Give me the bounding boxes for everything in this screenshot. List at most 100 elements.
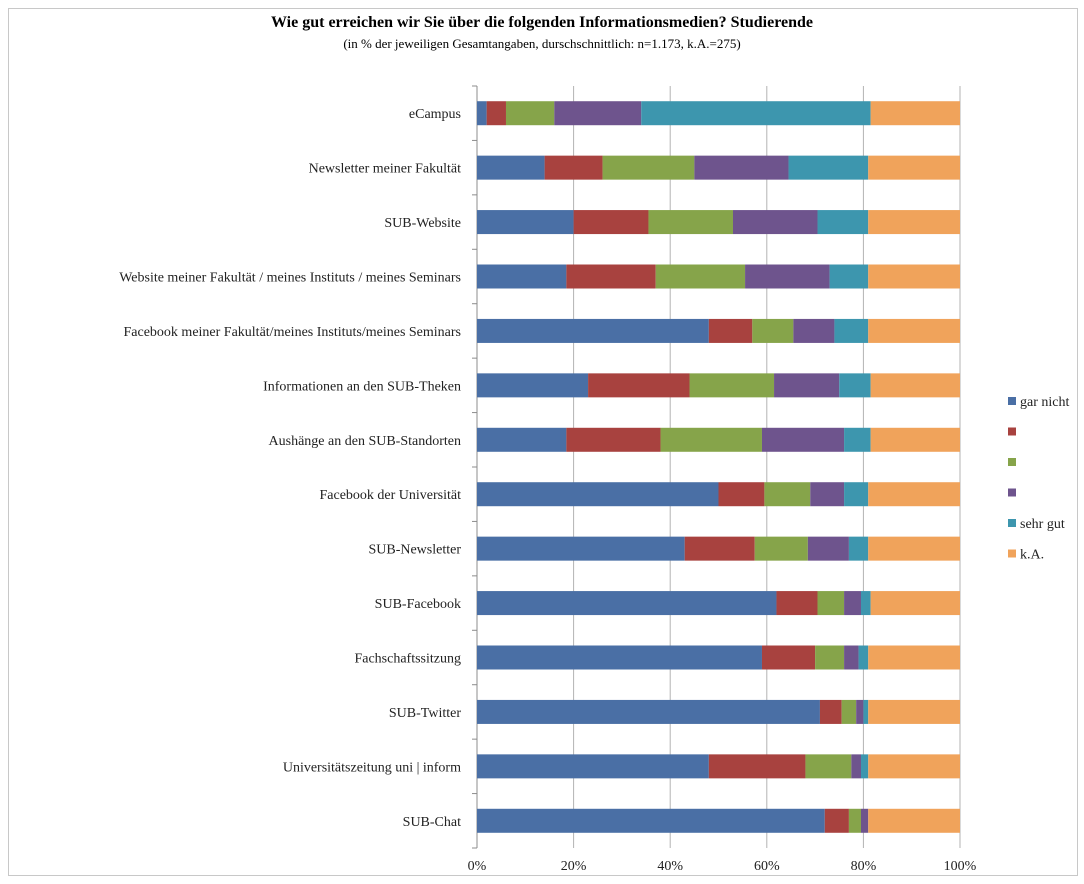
category-label: Universitätszeitung uni | inform xyxy=(283,760,461,775)
category-labels: eCampus Newsletter meiner Fakultät SUB-Web… xyxy=(119,107,461,830)
bar-segment xyxy=(839,373,871,398)
bar-segment xyxy=(566,427,661,452)
bar-segment xyxy=(655,264,746,289)
legend-label: sehr gut xyxy=(1020,517,1065,532)
bar-segment xyxy=(477,754,709,779)
bar-segment xyxy=(566,264,656,289)
bar-segment xyxy=(764,482,811,507)
bar-segment xyxy=(544,155,603,180)
bar-segment xyxy=(477,373,589,398)
x-tick-labels: 0% 20% 40% 60% 80% 100% xyxy=(468,859,977,874)
bar-segment xyxy=(648,210,733,235)
bar-segment xyxy=(815,645,845,670)
bar-segment xyxy=(477,699,820,724)
bar-segment xyxy=(477,318,709,343)
bar-segment xyxy=(641,101,871,126)
bar-segment xyxy=(868,808,960,833)
bar-segment xyxy=(477,808,825,833)
bar-segment xyxy=(602,155,695,180)
bar-segment xyxy=(807,536,849,561)
chart-subtitle: (in % der jeweiligen Gesamtangaben, durs… xyxy=(343,36,741,51)
bar-segment xyxy=(858,645,869,670)
bar-segment xyxy=(844,427,871,452)
category-label: Aushänge an den SUB-Standorten xyxy=(269,434,461,449)
bar-segment xyxy=(689,373,775,398)
bar-segment xyxy=(477,536,685,561)
category-label: Website meiner Fakultät / meines Institu… xyxy=(119,271,461,286)
bar-segment xyxy=(776,591,818,616)
bar-segment xyxy=(505,101,555,126)
bar-segment xyxy=(834,318,869,343)
legend-swatch xyxy=(1008,397,1016,405)
bar-segment xyxy=(554,101,642,126)
bar-segment xyxy=(868,536,960,561)
bar-segment xyxy=(761,427,845,452)
bar-segment xyxy=(848,808,861,833)
bar-segment xyxy=(718,482,765,507)
bar-segment xyxy=(829,264,869,289)
category-label: SUB-Chat xyxy=(403,815,461,830)
x-tick-label: 80% xyxy=(851,859,877,874)
bar-segment xyxy=(588,373,690,398)
bar-segment xyxy=(868,264,960,289)
legend-label: k.A. xyxy=(1020,548,1044,563)
bar-segment xyxy=(868,645,960,670)
bar-segment xyxy=(477,591,777,616)
bar-segment xyxy=(754,536,808,561)
bar-segment xyxy=(841,699,857,724)
bar-segment xyxy=(752,318,794,343)
bar-segment xyxy=(844,482,869,507)
bar-segment xyxy=(788,155,869,180)
category-label: SUB-Twitter xyxy=(389,706,461,721)
bar-segment xyxy=(817,210,869,235)
bar-segment xyxy=(851,754,861,779)
category-label: Fachschaftssitzung xyxy=(354,652,461,667)
legend-label: gar nicht xyxy=(1020,395,1069,410)
chart-bars xyxy=(477,101,960,833)
bar-segment xyxy=(819,699,842,724)
bar-segment xyxy=(810,482,845,507)
bar-segment xyxy=(817,591,845,616)
bar-segment xyxy=(477,155,545,180)
category-label: Facebook der Universität xyxy=(319,488,461,503)
legend-swatch xyxy=(1008,549,1016,558)
bar-segment xyxy=(860,808,869,833)
x-tick-label: 60% xyxy=(754,859,780,874)
chart-frame xyxy=(8,8,1078,876)
bar-segment xyxy=(868,482,960,507)
bar-segment xyxy=(708,754,806,779)
bar-segment xyxy=(848,536,869,561)
chart-legend: gar nicht sehr gut k.A. xyxy=(1008,395,1069,563)
legend-swatch xyxy=(1008,427,1016,436)
legend-swatch xyxy=(1008,488,1016,497)
bar-segment xyxy=(793,318,835,343)
category-label: SUB-Facebook xyxy=(375,597,461,612)
bar-segment xyxy=(844,591,861,616)
legend-swatch xyxy=(1008,519,1016,527)
category-label: Newsletter meiner Fakultät xyxy=(309,162,462,177)
bar-segment xyxy=(868,155,960,180)
bar-segment xyxy=(870,101,960,126)
bar-segment xyxy=(694,155,789,180)
bar-segment xyxy=(868,210,960,235)
chart-grid xyxy=(472,85,961,849)
category-label: SUB-Website xyxy=(384,216,461,231)
category-label: SUB-Newsletter xyxy=(368,543,461,558)
bar-segment xyxy=(732,210,818,235)
bar-segment xyxy=(870,373,960,398)
bar-segment xyxy=(805,754,852,779)
x-tick-label: 40% xyxy=(657,859,683,874)
legend-swatch xyxy=(1008,458,1016,466)
bar-segment xyxy=(477,101,487,126)
bar-segment xyxy=(774,373,840,398)
chart-title: Wie gut erreichen wir Sie über die folge… xyxy=(270,14,814,31)
bar-segment xyxy=(486,101,506,126)
bar-segment xyxy=(868,318,960,343)
bar-segment xyxy=(477,645,762,670)
bar-segment xyxy=(868,699,960,724)
bar-segment xyxy=(863,699,869,724)
category-label: Facebook meiner Fakultät/meines Institut… xyxy=(124,325,462,340)
bar-segment xyxy=(684,536,755,561)
bar-segment xyxy=(860,754,869,779)
